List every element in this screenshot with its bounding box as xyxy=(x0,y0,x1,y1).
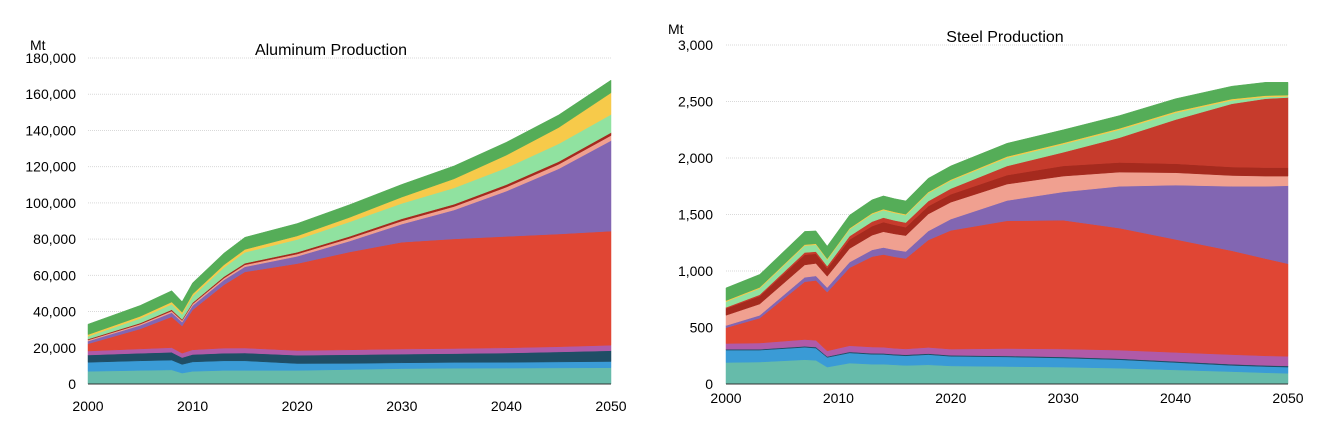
y-unit-label: Mt xyxy=(30,37,46,53)
x-tick-label: 2050 xyxy=(1272,390,1303,406)
x-tick-label: 2000 xyxy=(72,398,103,414)
y-tick-label: 180,000 xyxy=(25,50,76,66)
chart-title: Steel Production xyxy=(946,29,1063,46)
y-tick-label: 1,000 xyxy=(678,263,713,279)
x-tick-label: 2010 xyxy=(177,398,208,414)
y-tick-label: 80,000 xyxy=(33,231,76,247)
y-tick-label: 100,000 xyxy=(25,195,76,211)
aluminum-production-chart: Aluminum Production Mt 0 20,000 40,000 60,0… xyxy=(25,37,626,414)
y-tick-label: 3,000 xyxy=(678,37,713,53)
stacked-areas xyxy=(87,79,612,385)
y-unit-label: Mt xyxy=(668,21,684,37)
chart-title: Aluminum Production xyxy=(255,42,407,59)
y-tick-label: 40,000 xyxy=(33,304,76,320)
y-tick-label: 160,000 xyxy=(25,86,76,102)
y-tick-label: 0 xyxy=(68,376,76,392)
y-tick-label: 20,000 xyxy=(33,340,76,356)
y-tick-label: 1,500 xyxy=(678,207,713,223)
x-tick-label: 2020 xyxy=(935,390,966,406)
y-tick-label: 2,000 xyxy=(678,150,713,166)
area-series-12 xyxy=(725,82,1289,301)
x-tick-label: 2020 xyxy=(282,398,313,414)
y-tick-label: 140,000 xyxy=(25,122,76,138)
steel-production-chart: Steel Production Mt 0 500 1,000 1,500 2,000 2… xyxy=(668,21,1304,406)
y-tick-labels: 0 20,000 40,000 60,000 80,000 100,000 120,000 1… xyxy=(25,50,76,392)
x-tick-label: 2050 xyxy=(595,398,626,414)
x-tick-label: 2010 xyxy=(823,390,854,406)
x-tick-label: 2000 xyxy=(710,390,741,406)
stacked-areas xyxy=(725,82,1289,385)
y-tick-labels: 0 500 1,000 1,500 2,000 2,500 3,000 xyxy=(678,37,713,392)
x-tick-labels: 2000 2010 2020 2030 2040 2050 xyxy=(710,390,1303,406)
area-series-11 xyxy=(87,79,612,335)
x-tick-label: 2030 xyxy=(1048,390,1079,406)
y-tick-label: 500 xyxy=(690,320,714,336)
y-tick-label: 2,500 xyxy=(678,94,713,110)
y-tick-label: 60,000 xyxy=(33,267,76,283)
y-tick-label: 0 xyxy=(705,376,713,392)
x-tick-label: 2040 xyxy=(491,398,522,414)
y-tick-label: 120,000 xyxy=(25,159,76,175)
x-tick-label: 2030 xyxy=(386,398,417,414)
x-tick-label: 2040 xyxy=(1160,390,1191,406)
x-tick-labels: 2000 2010 2020 2030 2040 2050 xyxy=(72,398,626,414)
